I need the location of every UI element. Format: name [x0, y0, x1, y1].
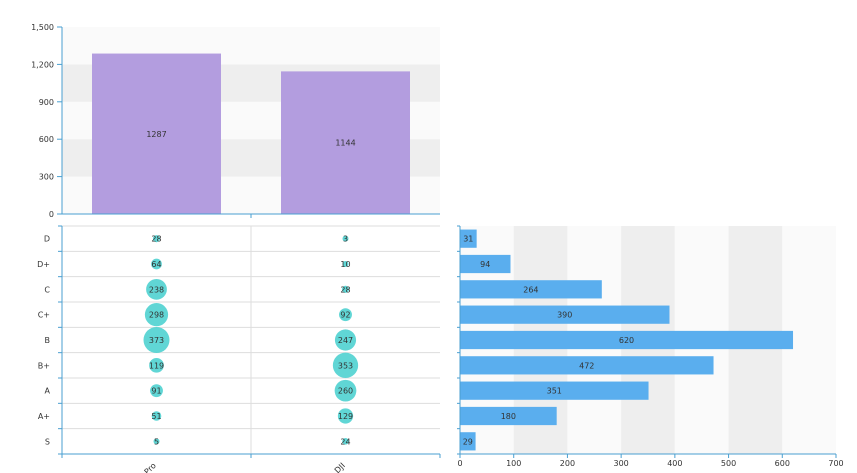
- bar: [460, 432, 476, 451]
- bubble: [341, 285, 350, 293]
- bar-value-label: 264: [523, 285, 538, 294]
- bubble: [144, 303, 169, 327]
- bubble-value-label: 64: [151, 260, 161, 269]
- y-tick-label: 1,500: [31, 23, 54, 32]
- bubble: [334, 379, 357, 402]
- y-category-label: A: [45, 387, 51, 396]
- bar: [92, 53, 221, 214]
- y-category-label: D+: [37, 260, 50, 269]
- bubble: [339, 308, 352, 322]
- y-category-label: S: [45, 437, 50, 446]
- bubble-value-label: 91: [151, 387, 161, 396]
- x-category-label: GoPro: [135, 461, 158, 473]
- bubble: [342, 438, 349, 445]
- bubble-value-label: 28: [340, 285, 350, 294]
- y-tick-label: 900: [39, 98, 54, 107]
- bar: [460, 356, 714, 375]
- bubble-matrix-chart: S A+ A B+ B C+ C D+ D 5 51 91 119 373 298 238 64 28 24 129 2…: [37, 225, 441, 473]
- bubble: [143, 327, 170, 353]
- bubble-value-label: 24: [340, 437, 350, 446]
- bubble: [151, 411, 162, 421]
- bubble: [149, 357, 164, 373]
- bar-value-label: 1287: [146, 130, 166, 139]
- bubble-value-label: 353: [338, 361, 353, 370]
- bar-value-label: 1144: [335, 139, 355, 148]
- y-category-label: C: [44, 285, 50, 294]
- bubble: [342, 235, 349, 242]
- bar: [460, 254, 511, 274]
- y-tick-label: 0: [49, 210, 54, 219]
- bubble: [151, 258, 162, 270]
- bubble-value-label: 28: [151, 235, 161, 244]
- bar-value-label: 620: [619, 336, 634, 345]
- y-category-label: D: [44, 235, 50, 244]
- bubble-value-label: 92: [340, 311, 350, 320]
- y-tick-label: 600: [39, 135, 54, 144]
- bubble-value-label: 3: [343, 235, 348, 244]
- y-category-label: B+: [38, 361, 50, 370]
- bubble-value-label: 5: [154, 437, 159, 446]
- horizontal-bar-chart: 0 100 200 300 400 500 600 700 29 180 351 472 620 390 2…: [457, 225, 844, 468]
- y-category-label: C+: [38, 311, 50, 320]
- bubble-value-label: 260: [338, 387, 353, 396]
- bubble: [337, 408, 354, 424]
- bar: [460, 381, 649, 400]
- bar-value-label: 180: [501, 412, 516, 421]
- y-tick-label: 1,200: [31, 60, 54, 69]
- x-tick-label: 100: [506, 459, 521, 468]
- bubble-value-label: 119: [149, 361, 164, 370]
- bar: [460, 406, 557, 426]
- bar-value-label: 390: [557, 311, 572, 320]
- x-category-label: DJI: [333, 461, 347, 473]
- bubble: [152, 235, 161, 243]
- bar-value-label: 29: [463, 437, 473, 446]
- bar-value-label: 31: [463, 235, 473, 244]
- y-category-label: A+: [38, 412, 50, 421]
- x-tick-label: 0: [457, 459, 462, 468]
- bubble-value-label: 298: [149, 311, 164, 320]
- total-bar-chart: 0 300 600 900 1,200 1,500 1287 1144: [31, 23, 440, 219]
- y-category-label: B: [45, 336, 51, 345]
- bar: [460, 330, 794, 350]
- x-tick-label: 600: [775, 459, 790, 468]
- bar: [281, 71, 410, 214]
- bubble: [334, 329, 357, 351]
- bar: [460, 305, 670, 324]
- x-tick-label: 200: [560, 459, 575, 468]
- bar-value-label: 94: [480, 260, 490, 269]
- bubble-value-label: 238: [149, 285, 164, 294]
- x-tick-label: 700: [828, 459, 843, 468]
- bar-value-label: 351: [547, 387, 562, 396]
- bar: [460, 229, 477, 248]
- bubble-value-label: 51: [151, 412, 161, 421]
- bubble: [342, 261, 349, 267]
- x-tick-label: 500: [721, 459, 736, 468]
- y-tick-label: 300: [39, 173, 54, 182]
- bubble: [146, 278, 167, 300]
- x-tick-label: 400: [667, 459, 682, 468]
- bar: [460, 280, 602, 299]
- bubble: [150, 384, 163, 398]
- x-tick-label: 300: [614, 459, 629, 468]
- bubble-value-label: 373: [149, 336, 164, 345]
- bubble-value-label: 129: [338, 412, 353, 421]
- bar-value-label: 472: [579, 361, 594, 370]
- bubble: [332, 352, 359, 378]
- bubble: [153, 438, 160, 445]
- bubble-value-label: 247: [338, 336, 353, 345]
- bubble-value-label: 10: [340, 260, 350, 269]
